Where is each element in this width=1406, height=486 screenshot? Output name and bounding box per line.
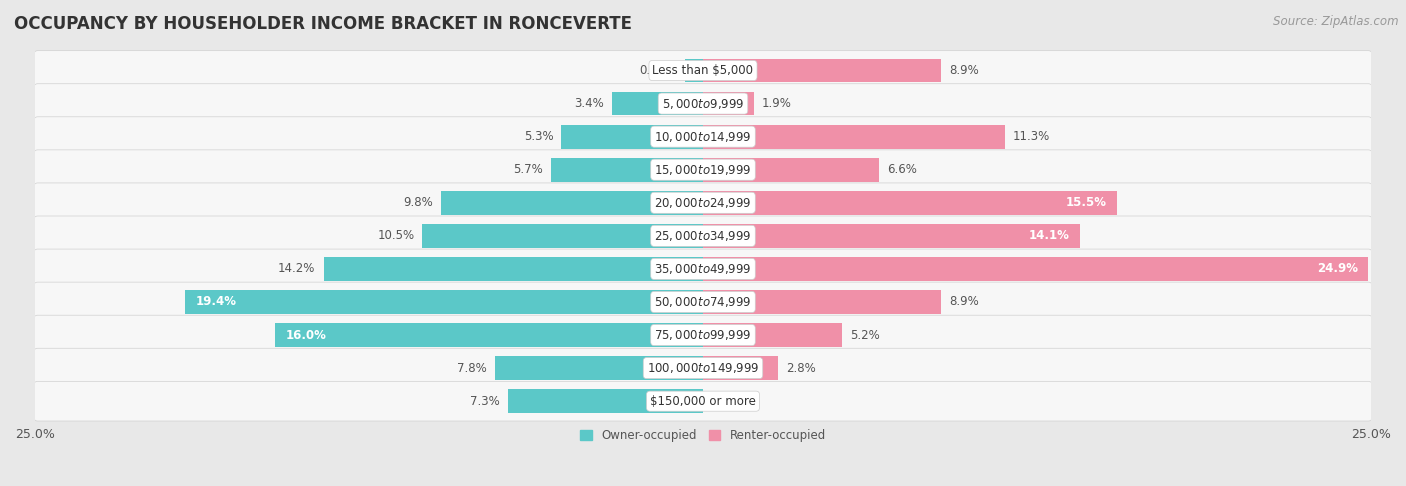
Text: $150,000 or more: $150,000 or more (650, 395, 756, 408)
FancyBboxPatch shape (34, 150, 1372, 190)
FancyBboxPatch shape (34, 84, 1372, 123)
FancyBboxPatch shape (34, 282, 1372, 322)
Legend: Owner-occupied, Renter-occupied: Owner-occupied, Renter-occupied (575, 424, 831, 447)
FancyBboxPatch shape (34, 117, 1372, 156)
Text: 10.5%: 10.5% (377, 229, 415, 243)
Text: Source: ZipAtlas.com: Source: ZipAtlas.com (1274, 15, 1399, 28)
Bar (703, 323, 842, 347)
Bar (551, 158, 703, 182)
Text: 1.9%: 1.9% (762, 97, 792, 110)
Text: 8.9%: 8.9% (949, 295, 979, 309)
Text: 5.7%: 5.7% (513, 163, 543, 176)
Text: 8.9%: 8.9% (949, 64, 979, 77)
Bar (612, 92, 703, 116)
Text: $50,000 to $74,999: $50,000 to $74,999 (654, 295, 752, 309)
Text: 7.3%: 7.3% (470, 395, 501, 408)
Bar (703, 125, 1005, 149)
FancyBboxPatch shape (34, 183, 1372, 223)
Bar (703, 158, 879, 182)
Bar (323, 257, 703, 281)
Text: OCCUPANCY BY HOUSEHOLDER INCOME BRACKET IN RONCEVERTE: OCCUPANCY BY HOUSEHOLDER INCOME BRACKET … (14, 15, 633, 33)
Text: $10,000 to $14,999: $10,000 to $14,999 (654, 130, 752, 144)
Bar (703, 59, 941, 83)
Bar (184, 290, 703, 314)
Text: 11.3%: 11.3% (1012, 130, 1050, 143)
Text: $5,000 to $9,999: $5,000 to $9,999 (662, 97, 744, 111)
Bar (703, 290, 941, 314)
FancyBboxPatch shape (34, 249, 1372, 289)
Text: 5.3%: 5.3% (523, 130, 554, 143)
Text: 24.9%: 24.9% (1316, 262, 1358, 276)
Bar (495, 356, 703, 380)
Bar (703, 257, 1368, 281)
Text: $20,000 to $24,999: $20,000 to $24,999 (654, 196, 752, 210)
Bar (561, 125, 703, 149)
Bar (703, 356, 778, 380)
Text: $15,000 to $19,999: $15,000 to $19,999 (654, 163, 752, 177)
Text: $25,000 to $34,999: $25,000 to $34,999 (654, 229, 752, 243)
Text: 3.4%: 3.4% (575, 97, 605, 110)
FancyBboxPatch shape (34, 216, 1372, 256)
Text: 15.5%: 15.5% (1066, 196, 1107, 209)
Text: Less than $5,000: Less than $5,000 (652, 64, 754, 77)
FancyBboxPatch shape (34, 51, 1372, 90)
Bar (508, 389, 703, 413)
Text: 5.2%: 5.2% (851, 329, 880, 342)
Bar (703, 191, 1118, 215)
Bar (703, 224, 1080, 248)
Bar (276, 323, 703, 347)
Text: 6.6%: 6.6% (887, 163, 917, 176)
Bar (422, 224, 703, 248)
Text: 0.0%: 0.0% (711, 395, 741, 408)
Text: 9.8%: 9.8% (404, 196, 433, 209)
FancyBboxPatch shape (34, 315, 1372, 355)
Text: 0.68%: 0.68% (640, 64, 676, 77)
Text: 16.0%: 16.0% (287, 329, 328, 342)
Text: 2.8%: 2.8% (786, 362, 815, 375)
FancyBboxPatch shape (34, 348, 1372, 388)
Text: $100,000 to $149,999: $100,000 to $149,999 (647, 361, 759, 375)
Bar (703, 92, 754, 116)
Text: 19.4%: 19.4% (195, 295, 236, 309)
Bar (685, 59, 703, 83)
Text: 7.8%: 7.8% (457, 362, 486, 375)
Text: $35,000 to $49,999: $35,000 to $49,999 (654, 262, 752, 276)
FancyBboxPatch shape (34, 382, 1372, 421)
Text: $75,000 to $99,999: $75,000 to $99,999 (654, 328, 752, 342)
Text: 14.2%: 14.2% (278, 262, 315, 276)
Bar (441, 191, 703, 215)
Text: 14.1%: 14.1% (1028, 229, 1069, 243)
